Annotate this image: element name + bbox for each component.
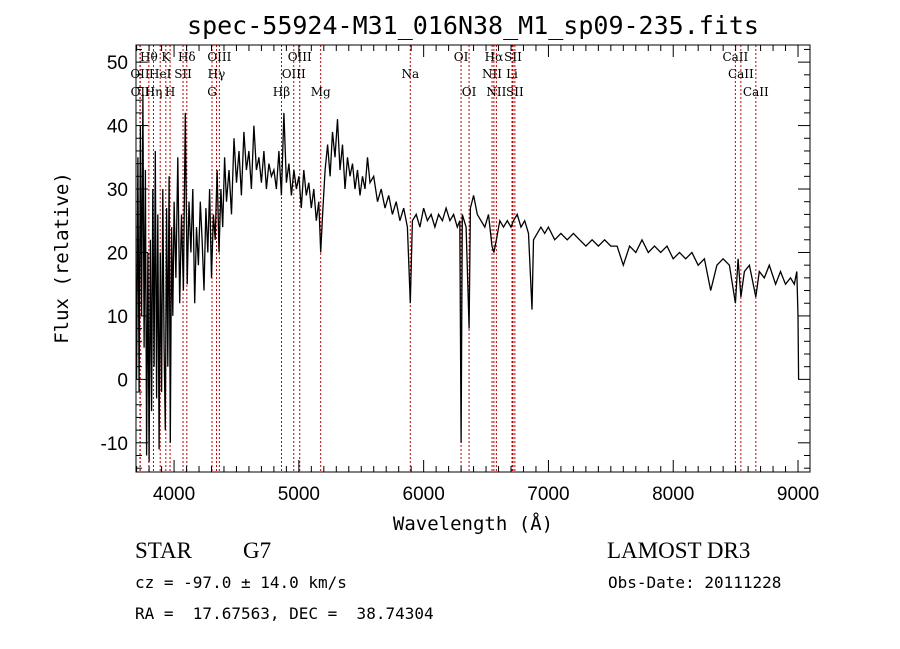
axes: 4000 5000 6000 7000 8000 9000 -10 0 10 20 30 40 50 (101, 44, 819, 505)
spectral-line-label: OII (130, 67, 150, 81)
spectral-line-label: CaII (728, 67, 754, 81)
coordinates-text: RA = 17.67563, DEC = 38.74304 (135, 604, 434, 623)
spectral-line-label: Hα (485, 50, 504, 64)
x-tick-label: 4000 (153, 484, 195, 505)
y-tick-label: 40 (107, 117, 128, 138)
y-axis-label: Flux (relative) (51, 172, 73, 344)
spectral-line-label: Hδ (178, 50, 196, 64)
survey-name: LAMOST DR3 (607, 538, 751, 563)
redshift-text: cz = -97.0 ± 14.0 km/s (135, 573, 347, 592)
spectral-line-label: OIII (288, 50, 312, 64)
spectrum-line (135, 93, 800, 462)
spectral-line-label: Hη (145, 85, 163, 99)
object-subclass: G7 (243, 538, 272, 563)
spectral-line-label: Li (506, 67, 518, 81)
spectral-line-label: OI (462, 85, 477, 99)
spectral-line-label: SII (174, 67, 192, 81)
spectral-line-label: Hθ (140, 50, 158, 64)
spectral-line-label: CaII (722, 50, 748, 64)
spectral-line-label: SII (504, 50, 522, 64)
spectral-line-label: Na (401, 67, 419, 81)
obs-date-text: Obs-Date: 20111228 (608, 573, 782, 592)
spectral-line-label: OIII (282, 67, 306, 81)
spectral-line-label: Hβ (273, 85, 290, 99)
chart-title: spec-55924-M31_016N38_M1_sp09-235.fits (187, 11, 759, 40)
x-axis-label: Wavelength (Å) (393, 512, 553, 535)
x-tick-label: 9000 (777, 484, 819, 505)
y-tick-label: -10 (101, 434, 128, 455)
spectral-line-label: CaII (743, 85, 769, 99)
object-class: STAR (135, 538, 192, 563)
spectral-line-label: OII (131, 85, 151, 99)
spectral-line-label: H (165, 85, 175, 99)
spectral-line-label: OIII (207, 50, 231, 64)
x-tick-label: 6000 (403, 484, 445, 505)
x-tick-label: 8000 (652, 484, 694, 505)
spectral-line-label: K (161, 50, 171, 64)
spectral-line-label: OI (454, 50, 469, 64)
x-tick-label: 7000 (527, 484, 569, 505)
plot-frame (135, 44, 811, 473)
spectral-line-label: Hγ (208, 67, 226, 81)
spectral-line-label: G (207, 85, 217, 99)
y-tick-label: 10 (107, 307, 128, 328)
spectral-line-markers (139, 45, 757, 472)
y-tick-label: 50 (107, 53, 128, 74)
spectrum-series (135, 93, 800, 462)
spectral-line-label: Mg (311, 85, 331, 99)
spectral-line-label: HeI (149, 67, 172, 81)
y-tick-label: 30 (107, 180, 128, 201)
x-tick-label: 5000 (278, 484, 320, 505)
spectral-line-label: NII (482, 67, 502, 81)
y-tick-label: 20 (107, 243, 128, 264)
spectral-line-label: SII (506, 85, 524, 99)
y-tick-label: 0 (117, 370, 128, 391)
spectral-line-label: NII (486, 85, 506, 99)
